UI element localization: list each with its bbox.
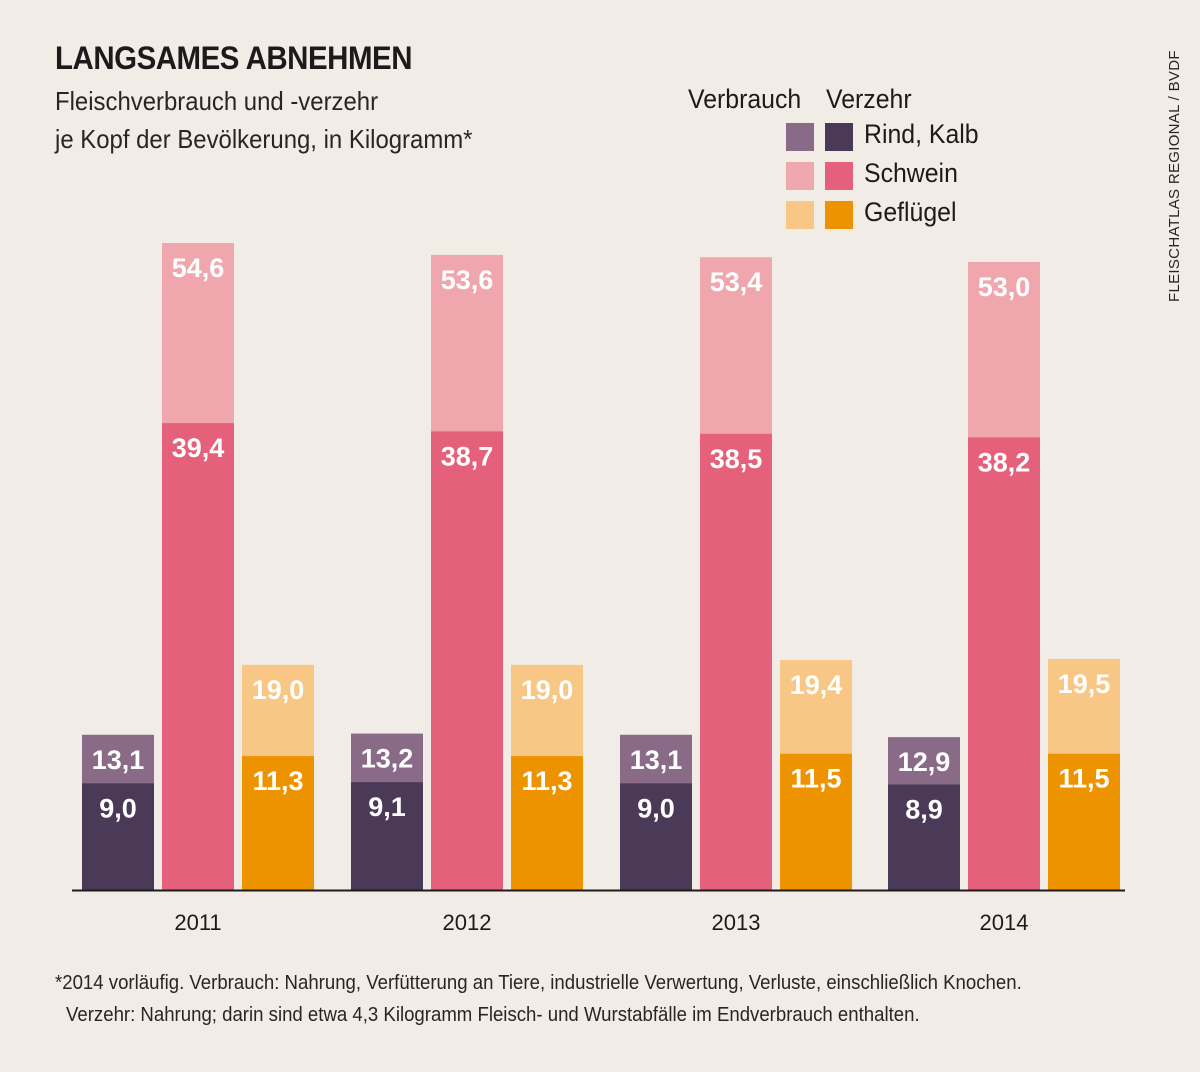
data-label-schwein-verzehr-2012: 38,7: [441, 441, 494, 471]
bar-gefluegel-verzehr-2014: [1048, 753, 1120, 890]
x-tick-label-2014: 2014: [980, 910, 1029, 935]
legend-swatch-schwein-verzehr: [825, 162, 853, 190]
legend-swatch-gefluegel-verzehr: [825, 201, 853, 229]
data-label-schwein-verzehr-2014: 38,2: [978, 447, 1031, 477]
legend-swatch-schwein-verbrauch: [786, 162, 814, 190]
bar-schwein-verzehr-2014: [968, 437, 1040, 890]
data-label-gefluegel-verbrauch-2014: 19,5: [1058, 669, 1111, 699]
data-label-schwein-verzehr-2011: 39,4: [172, 433, 225, 463]
chart-subtitle-line1: Fleischverbrauch und -verzehr: [55, 86, 379, 116]
bar-gefluegel-verzehr-2012: [511, 756, 583, 890]
data-label-gefluegel-verbrauch-2011: 19,0: [252, 675, 305, 705]
data-label-schwein-verzehr-2013: 38,5: [710, 444, 763, 474]
bar-schwein-verzehr-2012: [431, 431, 503, 890]
legend-label-rind-kalb: Rind, Kalb: [864, 119, 979, 149]
footnote-line1: *2014 vorläufig. Verbrauch: Nahrung, Ver…: [55, 972, 1022, 994]
legend-header-verbrauch: Verbrauch: [688, 84, 802, 114]
bar-gefluegel-verzehr-2013: [780, 753, 852, 890]
data-label-rind-verbrauch-2011: 13,1: [92, 745, 145, 775]
data-label-rind-verzehr-2014: 8,9: [905, 795, 943, 825]
legend-swatch-rind-verzehr: [825, 123, 853, 151]
legend-label-gefluegel: Geflügel: [864, 197, 957, 227]
x-tick-label-2012: 2012: [443, 910, 492, 935]
data-label-gefluegel-verzehr-2012: 11,3: [521, 766, 572, 796]
bar-rind-verzehr-2013: [620, 783, 692, 890]
data-label-gefluegel-verbrauch-2013: 19,4: [790, 670, 843, 700]
legend-header-verzehr: Verzehr: [826, 84, 912, 114]
data-label-rind-verbrauch-2014: 12,9: [898, 747, 951, 777]
data-label-gefluegel-verzehr-2013: 11,5: [790, 764, 841, 794]
footnote-line2: Verzehr: Nahrung; darin sind etwa 4,3 Ki…: [66, 1004, 920, 1026]
data-label-rind-verzehr-2011: 9,0: [99, 793, 137, 823]
data-label-schwein-verbrauch-2011: 54,6: [172, 253, 225, 283]
data-label-gefluegel-verbrauch-2012: 19,0: [521, 675, 574, 705]
chart-subtitle-line2: je Kopf der Bevölkerung, in Kilogramm*: [55, 124, 473, 154]
legend-swatch-rind-verbrauch: [786, 123, 814, 151]
x-tick-label-2011: 2011: [174, 910, 221, 935]
bar-schwein-verzehr-2013: [700, 433, 772, 890]
bar-schwein-verzehr-2011: [162, 423, 234, 890]
data-label-rind-verbrauch-2012: 13,2: [361, 744, 414, 774]
bar-rind-verzehr-2012: [351, 782, 423, 890]
data-label-schwein-verbrauch-2012: 53,6: [441, 265, 494, 295]
data-label-schwein-verbrauch-2013: 53,4: [710, 267, 763, 297]
bar-rind-verzehr-2014: [888, 784, 960, 890]
legend-label-schwein: Schwein: [864, 158, 958, 188]
data-label-rind-verbrauch-2013: 13,1: [630, 745, 683, 775]
data-label-rind-verzehr-2013: 9,0: [637, 793, 675, 823]
bar-rind-verzehr-2011: [82, 783, 154, 890]
data-label-schwein-verbrauch-2014: 53,0: [978, 272, 1031, 302]
legend-swatch-gefluegel-verbrauch: [786, 201, 814, 229]
data-label-gefluegel-verzehr-2011: 11,3: [252, 766, 303, 796]
x-tick-label-2013: 2013: [712, 910, 761, 935]
bar-gefluegel-verzehr-2011: [242, 756, 314, 890]
chart-title: LANGSAMES ABNEHMEN: [55, 40, 413, 76]
data-label-rind-verzehr-2012: 9,1: [368, 792, 406, 822]
data-label-gefluegel-verzehr-2014: 11,5: [1058, 764, 1109, 794]
